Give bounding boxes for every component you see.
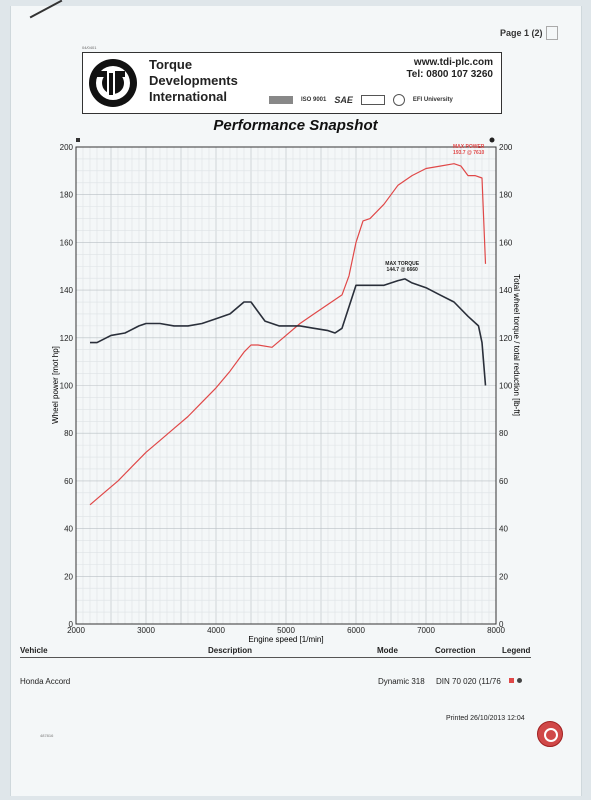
stamp-icon <box>537 721 563 747</box>
cert-label: SAE <box>334 95 353 105</box>
y-tick-label-left: 0 <box>69 620 74 629</box>
y-tick-label-right: 80 <box>499 429 508 438</box>
company-name: Torque Developments International <box>149 57 238 105</box>
annotation-label: MAX TORQUE <box>385 261 419 267</box>
legend-power-icon <box>509 678 514 683</box>
annotation-label: 144.7 @ 6660 <box>387 267 419 273</box>
cert-badge <box>392 94 405 106</box>
power-line <box>89 163 487 506</box>
tdi-logo-icon <box>89 59 137 107</box>
x-tick-label: 4000 <box>207 626 225 635</box>
y-tick-label-right: 200 <box>499 143 513 152</box>
x-tick-label: 5000 <box>277 626 295 635</box>
y-tick-label-right: 40 <box>499 525 508 534</box>
y-tick-label-left: 120 <box>60 334 74 343</box>
col-correction: Correction <box>435 646 476 655</box>
report-header: Torque Developments International www.td… <box>82 52 502 114</box>
phone: Tel: 0800 107 3260 <box>406 69 493 80</box>
y-tick-label-right: 100 <box>499 382 513 391</box>
y-tick-label-left: 100 <box>60 382 74 391</box>
plot-area-frame <box>75 146 497 625</box>
torque-line <box>90 278 487 386</box>
y-tick-label-right: 0 <box>499 620 504 629</box>
y-axis-label-right: Total wheel torque / total reduction [lb… <box>512 274 521 416</box>
mode-value: Dynamic 318 <box>378 677 425 686</box>
y-tick-label-right: 60 <box>499 477 508 486</box>
x-axis-label: Engine speed [1/min] <box>248 635 323 644</box>
chart-grid <box>75 146 497 625</box>
certification-logos: ISO 9001 SAE EFI University <box>269 93 495 107</box>
y-axis-label-left: Wheel power [mot hp] <box>51 346 60 424</box>
page-number: Page 1 (2) <box>500 28 543 38</box>
y-tick-label-right: 120 <box>499 334 513 343</box>
y-tick-label-left: 180 <box>60 191 74 200</box>
legend-torque-icon <box>517 678 522 683</box>
col-mode: Mode <box>377 646 398 655</box>
correction-value: DIN 70 020 (11/76 <box>436 677 501 686</box>
y-tick-label-right: 140 <box>499 286 513 295</box>
x-tick-label: 7000 <box>417 626 435 635</box>
company-line: Torque <box>149 57 193 72</box>
y-tick-label-left: 40 <box>64 525 73 534</box>
y-tick-label-left: 200 <box>60 143 74 152</box>
col-vehicle: Vehicle <box>20 646 48 655</box>
cert-badge <box>269 96 293 104</box>
x-tick-label: 2000 <box>67 626 85 635</box>
x-tick-label: 3000 <box>137 626 155 635</box>
footer-ref: 487816 <box>40 733 54 738</box>
y-tick-label-right: 20 <box>499 572 508 581</box>
chart-title: Performance Snapshot <box>213 117 378 134</box>
website: www.tdi-plc.com <box>413 57 493 68</box>
cert-badge <box>360 95 385 105</box>
left-axis-marker-icon <box>76 138 80 142</box>
annotation-label: MAX POWER <box>453 144 485 150</box>
page-corner-icon <box>546 26 558 40</box>
header-ref: 04/0401 <box>82 45 97 50</box>
y-tick-label-left: 80 <box>64 429 73 438</box>
cert-label: EFI University <box>412 97 453 103</box>
report-sheet <box>10 6 582 796</box>
chart-series <box>89 163 487 506</box>
annotation-label: 193.7 @ 7610 <box>453 150 485 156</box>
company-line: Developments <box>149 73 238 88</box>
cert-label: ISO 9001 <box>301 97 327 103</box>
right-axis-marker-icon <box>489 137 495 143</box>
col-description: Description <box>208 646 253 655</box>
col-legend: Legend <box>502 646 531 655</box>
y-tick-label-left: 160 <box>60 238 74 247</box>
y-tick-label-left: 60 <box>64 477 73 486</box>
x-tick-label: 6000 <box>347 626 365 635</box>
x-tick-label: 8000 <box>487 626 505 635</box>
y-tick-label-right: 180 <box>499 191 513 200</box>
printed-timestamp: Printed 26/10/2013 12:04 <box>446 715 525 722</box>
y-tick-label-left: 20 <box>64 572 73 581</box>
contact-info: www.tdi-plc.com Tel: 0800 107 3260 <box>406 57 493 81</box>
company-line: International <box>149 89 228 104</box>
y-tick-label-left: 140 <box>60 286 74 295</box>
table-divider <box>20 657 531 658</box>
vehicle-value: Honda Accord <box>20 677 71 686</box>
y-tick-label-right: 160 <box>499 238 513 247</box>
